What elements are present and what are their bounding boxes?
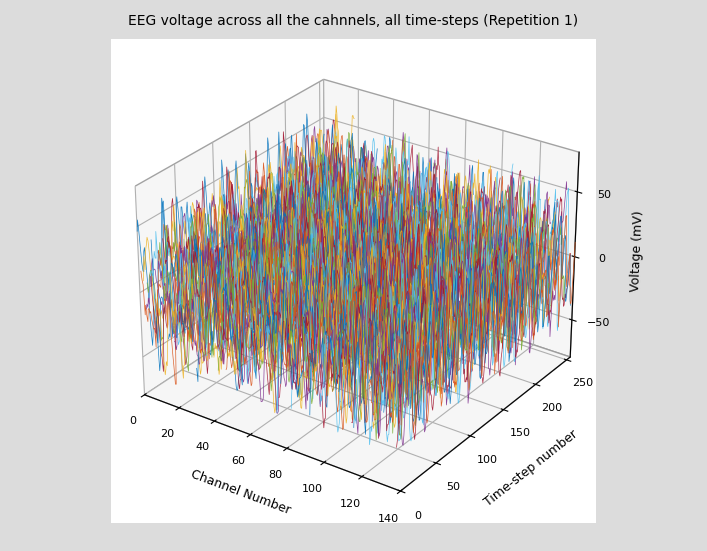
- Title: EEG voltage across all the cahnnels, all time-steps (Repetition 1): EEG voltage across all the cahnnels, all…: [129, 14, 578, 28]
- Y-axis label: Time-step number: Time-step number: [481, 428, 580, 509]
- X-axis label: Channel Number: Channel Number: [189, 468, 292, 517]
